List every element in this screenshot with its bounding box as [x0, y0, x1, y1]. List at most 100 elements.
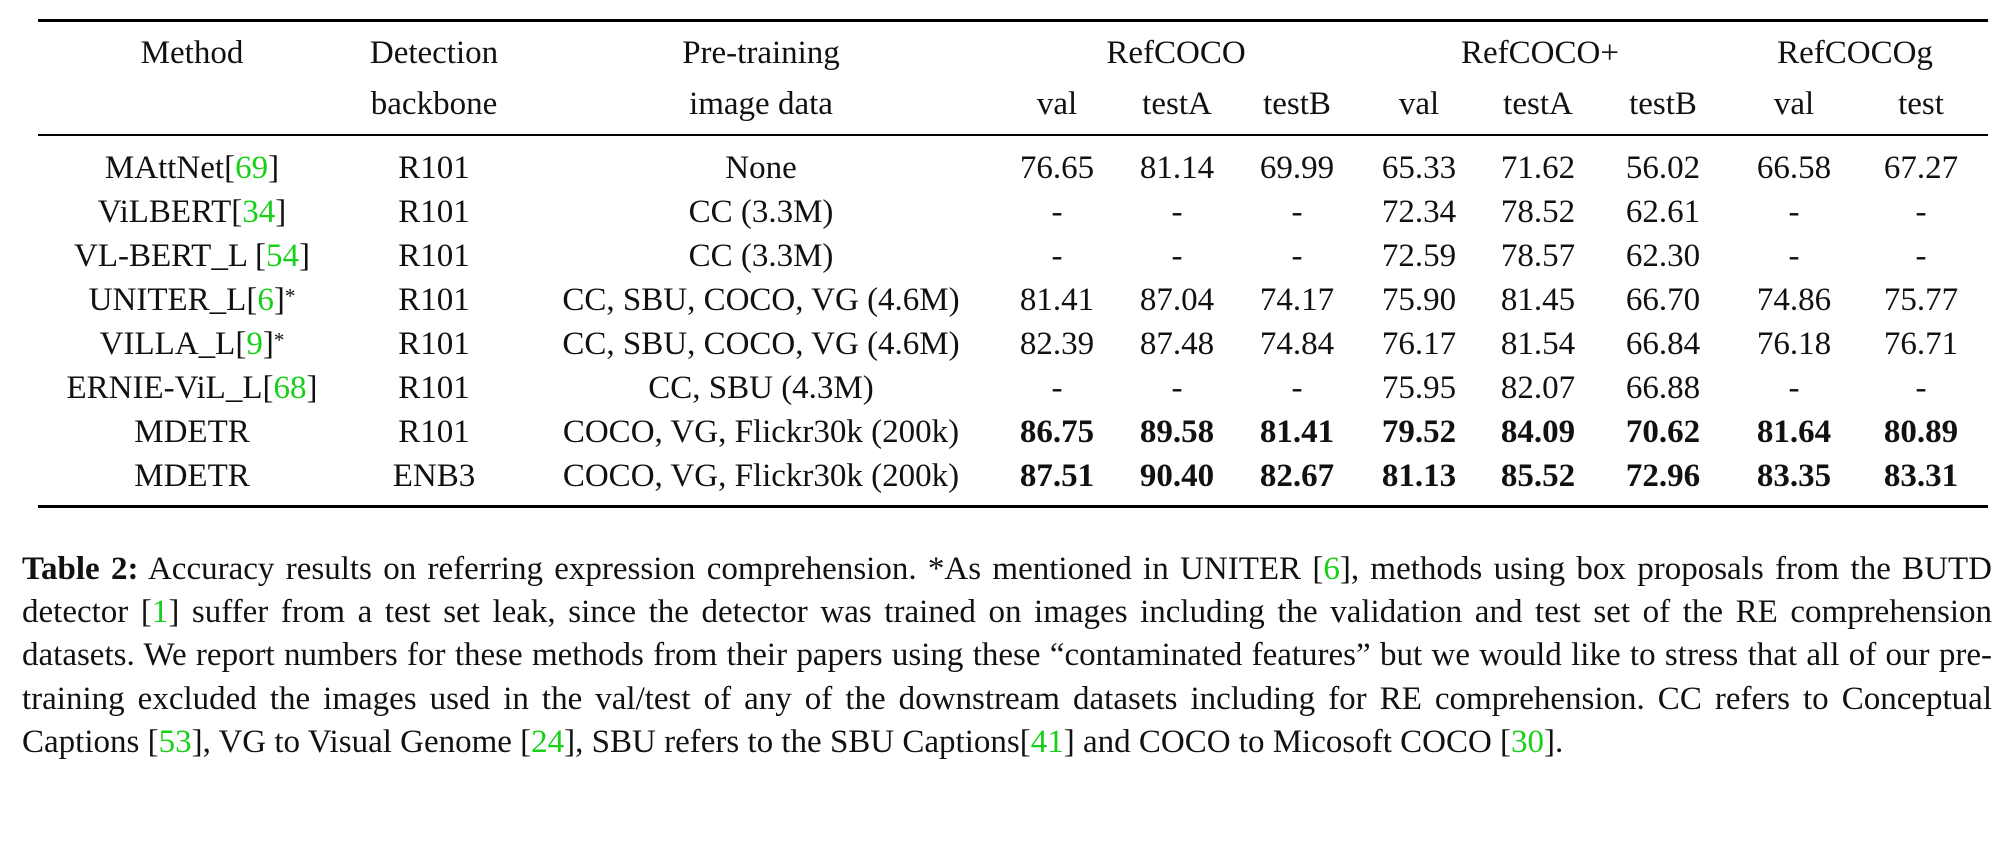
- accuracy-cell: -: [1788, 238, 1800, 274]
- accuracy-cell: 81.45: [1500, 282, 1576, 318]
- method-label: ERNIE-ViL_L: [66, 370, 263, 406]
- accuracy-cell: 81.41: [1019, 282, 1095, 318]
- citation-link[interactable]: 54: [266, 238, 300, 274]
- accuracy-cell: 67.27: [1883, 150, 1959, 186]
- accuracy-cell: 83.35: [1756, 458, 1832, 494]
- caption-citation-link[interactable]: 53: [158, 723, 192, 760]
- citation-link[interactable]: 9: [246, 326, 263, 362]
- pretraining-data-cell: CC, SBU, COCO, VG (4.6M): [562, 282, 960, 318]
- accuracy-cell: -: [1051, 370, 1063, 406]
- accuracy-cell: -: [1171, 194, 1183, 230]
- subheader-testa: testA: [1142, 86, 1212, 122]
- header-pretraining: Pre-training: [682, 35, 840, 71]
- accuracy-cell: 66.70: [1625, 282, 1701, 318]
- backbone-cell: R101: [398, 414, 470, 450]
- subheader-val: val: [1036, 86, 1078, 122]
- accuracy-cell: -: [1915, 238, 1927, 274]
- accuracy-cell: 78.57: [1500, 238, 1576, 274]
- caption-text: ] suffer from a test set leak, since the…: [22, 594, 1992, 760]
- accuracy-cell: 89.58: [1139, 414, 1215, 450]
- method-label: MAttNet: [104, 150, 225, 186]
- contamination-mark: *: [273, 328, 285, 352]
- method-label: VILLA_L: [99, 326, 236, 362]
- accuracy-cell: 66.58: [1756, 150, 1832, 186]
- accuracy-cell: 69.99: [1259, 150, 1335, 186]
- accuracy-cell: 56.02: [1625, 150, 1701, 186]
- accuracy-cell: 72.59: [1381, 238, 1457, 274]
- subheader-testb: testB: [1263, 86, 1331, 122]
- caption-text: ] and COCO to Micosoft COCO [: [1063, 723, 1512, 760]
- subheader-testb: testB: [1629, 86, 1697, 122]
- accuracy-cell: -: [1788, 370, 1800, 406]
- header-pretraining-line2: image data: [689, 86, 833, 122]
- citation-link[interactable]: 69: [235, 150, 269, 186]
- accuracy-cell: 66.88: [1625, 370, 1701, 406]
- backbone-cell: R101: [398, 238, 470, 274]
- pretraining-data-cell: COCO, VG, Flickr30k (200k): [562, 458, 960, 494]
- caption-citation-link[interactable]: 24: [531, 723, 565, 760]
- accuracy-cell: -: [1171, 370, 1183, 406]
- header-group-refcocog: RefCOCOg: [1777, 35, 1933, 71]
- caption-label: Table 2:: [22, 551, 139, 587]
- citation-link[interactable]: 6: [257, 282, 274, 318]
- method-name: ERNIE-ViL_L[68]: [66, 370, 318, 406]
- method-label: UNITER_L: [88, 282, 247, 318]
- accuracy-cell: 81.64: [1756, 414, 1832, 450]
- caption-citation-link[interactable]: 1: [151, 594, 169, 631]
- pretraining-data-cell: CC (3.3M): [688, 194, 834, 230]
- accuracy-cell: 85.52: [1500, 458, 1576, 494]
- pretraining-data-cell: None: [725, 150, 797, 186]
- backbone-cell: R101: [398, 150, 470, 186]
- table-top-rule: [38, 19, 1988, 22]
- caption-text: Accuracy results on referring expression…: [138, 551, 1324, 587]
- header-method: Method: [140, 35, 244, 71]
- caption-citation-link[interactable]: 6: [1323, 551, 1340, 587]
- accuracy-cell: 72.96: [1625, 458, 1701, 494]
- method-name: UNITER_L[6]*: [88, 282, 296, 318]
- citation-link[interactable]: 34: [242, 194, 276, 230]
- accuracy-cell: 87.48: [1139, 326, 1215, 362]
- accuracy-cell: 82.67: [1259, 458, 1335, 494]
- caption-text: ], VG to Visual Genome [: [191, 723, 532, 760]
- pretraining-data-cell: COCO, VG, Flickr30k (200k): [562, 414, 960, 450]
- caption-citation-link[interactable]: 41: [1030, 723, 1064, 760]
- pretraining-data-cell: CC, SBU, COCO, VG (4.6M): [562, 326, 960, 362]
- caption-citation-link[interactable]: 30: [1511, 723, 1545, 760]
- subheader-val: val: [1398, 86, 1440, 122]
- accuracy-cell: 81.14: [1139, 150, 1215, 186]
- contamination-mark: *: [284, 284, 296, 308]
- accuracy-cell: 75.90: [1381, 282, 1457, 318]
- caption-text: ].: [1544, 723, 1564, 760]
- accuracy-cell: 76.17: [1381, 326, 1457, 362]
- accuracy-cell: -: [1291, 370, 1303, 406]
- citation-link[interactable]: 68: [273, 370, 307, 406]
- subheader-test: test: [1898, 86, 1944, 122]
- accuracy-cell: 71.62: [1500, 150, 1576, 186]
- accuracy-cell: 76.71: [1883, 326, 1959, 362]
- accuracy-cell: 76.18: [1756, 326, 1832, 362]
- caption-text: ], methods using box proposals from the …: [22, 551, 1992, 631]
- accuracy-cell: 87.51: [1019, 458, 1095, 494]
- accuracy-cell: 72.34: [1381, 194, 1457, 230]
- method-name: MDETR: [134, 412, 250, 452]
- accuracy-cell: 82.07: [1500, 370, 1576, 406]
- method-name: VL-BERT_L [54]: [73, 238, 311, 274]
- method-label: MDETR: [134, 414, 250, 450]
- accuracy-cell: 82.39: [1019, 326, 1095, 362]
- accuracy-cell: 84.09: [1500, 414, 1576, 450]
- subheader-testa: testA: [1503, 86, 1573, 122]
- accuracy-cell: 66.84: [1625, 326, 1701, 362]
- table-bottom-rule: [38, 505, 1988, 508]
- caption-text: ], SBU refers to the SBU Captions[: [564, 723, 1031, 760]
- accuracy-cell: 75.95: [1381, 370, 1457, 406]
- header-group-refcocoplus: RefCOCO+: [1461, 35, 1619, 71]
- subheader-val: val: [1773, 86, 1815, 122]
- method-label: ViLBERT: [97, 194, 232, 230]
- method-name: MDETR: [134, 456, 250, 496]
- accuracy-cell: 74.84: [1259, 326, 1335, 362]
- accuracy-cell: 87.04: [1139, 282, 1215, 318]
- accuracy-cell: 76.65: [1019, 150, 1095, 186]
- accuracy-cell: 62.61: [1625, 194, 1701, 230]
- accuracy-cell: 62.30: [1625, 238, 1701, 274]
- method-label: VL-BERT_L: [73, 238, 256, 274]
